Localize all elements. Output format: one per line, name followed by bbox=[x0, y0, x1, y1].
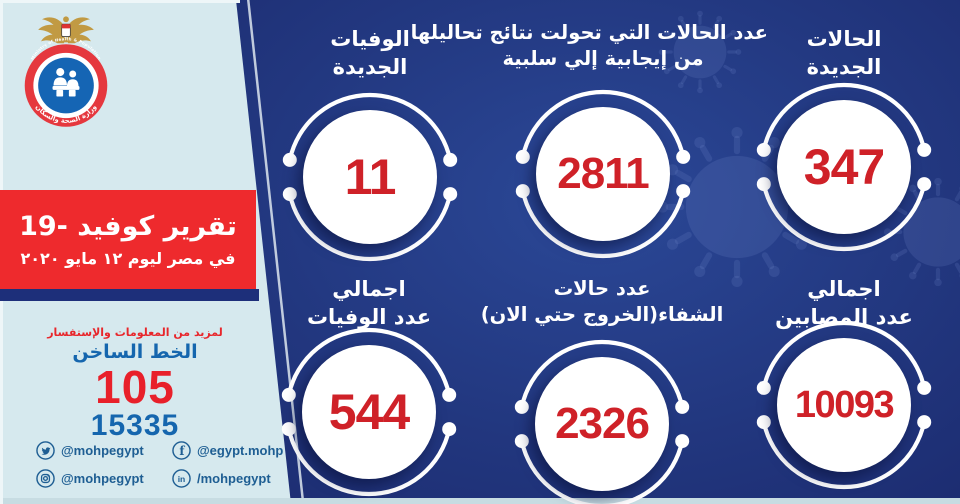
stat-circle: 11 bbox=[275, 82, 465, 272]
social-links: @mohpegypt f @egypt.mohp @mohpegypt bbox=[36, 441, 304, 497]
banner-shadow bbox=[0, 289, 259, 301]
stat-value: 10093 bbox=[794, 383, 895, 426]
stat-label: عدد حالات الشفاء(الخروج حتي الان) bbox=[480, 277, 724, 326]
stat-total-cases: اجمالي عدد المصابين 10093 bbox=[724, 276, 960, 490]
stat-recovered-discharged: عدد حالات الشفاء(الخروج حتي الان) 2326 bbox=[437, 276, 767, 504]
stat-label: الوفيات الجديدة bbox=[330, 27, 410, 79]
linkedin-handle-text: /mohpegypt bbox=[197, 471, 271, 486]
stat-circle: 2326 bbox=[507, 329, 697, 504]
hotline-number-primary: 105 bbox=[95, 361, 175, 413]
twitter-handle[interactable]: @mohpegypt bbox=[36, 441, 162, 460]
stat-new-cases: الحالات الجديدة 347 bbox=[724, 26, 960, 252]
facebook-handle[interactable]: f @egypt.mohp bbox=[172, 441, 298, 460]
svg-text:in: in bbox=[178, 474, 186, 484]
facebook-icon: f bbox=[172, 441, 191, 460]
hotline-info-text: لمزيد من المعلومات والإستفسار bbox=[47, 326, 223, 339]
stat-cases-turned-negative: عدد الحالات التي تحولت نتائج تحاليلها من … bbox=[410, 20, 768, 259]
stat-label: عدد الحالات التي تحولت نتائج تحاليلها من … bbox=[410, 21, 768, 70]
stat-label: اجمالي عدد الوفيات bbox=[306, 277, 432, 329]
report-title: تقرير كوفيد -19 bbox=[19, 211, 237, 242]
hotline-number-secondary: 15335 bbox=[90, 409, 180, 443]
stat-value: 347 bbox=[803, 139, 885, 195]
ministry-of-health-logo: Ministry of Health & Population وزارة ال… bbox=[18, 8, 114, 140]
stat-circle: 544 bbox=[274, 317, 464, 504]
instagram-icon bbox=[36, 469, 55, 488]
svg-text:f: f bbox=[179, 444, 185, 458]
instagram-handle-text: @mohpegypt bbox=[61, 471, 144, 486]
stat-total-deaths: اجمالي عدد الوفيات 544 bbox=[249, 276, 489, 497]
twitter-icon bbox=[36, 441, 55, 460]
family-pictogram bbox=[52, 68, 80, 97]
stat-value: 11 bbox=[344, 149, 397, 205]
stat-new-deaths: الوفيات الجديدة 11 bbox=[250, 26, 490, 262]
instagram-handle[interactable]: @mohpegypt bbox=[36, 469, 162, 488]
twitter-handle-text: @mohpegypt bbox=[61, 443, 144, 458]
top-border-strip bbox=[0, 0, 240, 3]
stat-value: 2811 bbox=[557, 149, 649, 198]
hotline-label: الخط الساخن bbox=[72, 341, 198, 363]
eagle-emblem bbox=[38, 16, 94, 44]
linkedin-handle[interactable]: in /mohpegypt bbox=[172, 469, 298, 488]
facebook-handle-text: @egypt.mohp bbox=[197, 443, 284, 458]
hotline-block: لمزيد من المعلومات والإستفسار الخط الساخ… bbox=[25, 326, 245, 441]
stat-circle: 2811 bbox=[508, 79, 698, 269]
bottom-border-strip bbox=[0, 498, 960, 504]
stat-label: الحالات الجديدة bbox=[806, 27, 882, 79]
stat-value: 2326 bbox=[555, 399, 650, 448]
stat-circle: 10093 bbox=[749, 310, 939, 500]
stat-value: 544 bbox=[328, 384, 410, 440]
title-banner: تقرير كوفيد -19 في مصر ليوم ١٢ مايو ٢٠٢٠ bbox=[0, 190, 256, 289]
stat-circle: 347 bbox=[749, 72, 939, 262]
report-date: في مصر ليوم ١٢ مايو ٢٠٢٠ bbox=[20, 249, 236, 268]
linkedin-icon: in bbox=[172, 469, 191, 488]
